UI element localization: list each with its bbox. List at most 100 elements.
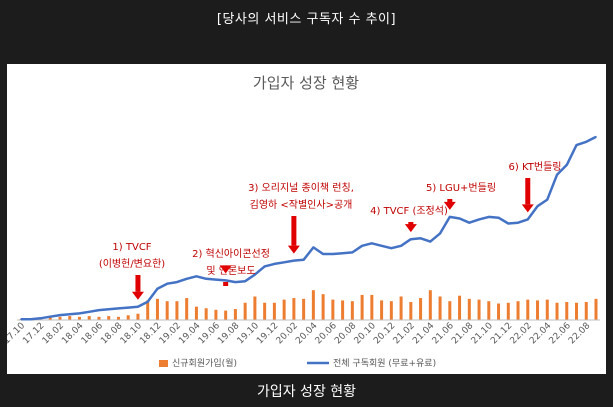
line-point-21.03 (419, 237, 422, 240)
annotation-6-arrow-head (521, 204, 534, 213)
line-point-18.10 (137, 306, 139, 308)
annotation-4-arrow-shaft (408, 222, 414, 226)
bar-20.03 (302, 298, 306, 320)
bar-20.04 (311, 290, 315, 320)
bar-21.12 (506, 302, 510, 320)
annotation-1-line-2: (이병헌/변요한) (99, 258, 165, 270)
line-point-18.12 (156, 287, 159, 290)
bar-22.09 (594, 298, 598, 320)
line-point-17.11 (29, 318, 32, 320)
bar-19.01 (165, 301, 169, 320)
bar-20.08 (350, 301, 354, 320)
bar-19.05 (204, 308, 208, 320)
annotation-2-arrow-shaft (223, 282, 229, 286)
bar-18.11 (146, 300, 150, 320)
annotation-6: 6) KT번들링 (509, 161, 562, 213)
line-point-19.07 (224, 279, 227, 282)
subscriber-growth-chart: 가입자 성장 현황17.1017.1218.0218.0418.0618.081… (7, 74, 600, 369)
bar-21.02 (409, 301, 413, 320)
bar-18.02 (58, 316, 62, 320)
line-point-19.05 (205, 277, 207, 280)
bar-19.06 (214, 309, 218, 320)
bar-21.09 (477, 299, 481, 320)
line-point-22.06 (565, 164, 568, 166)
line-point-19.04 (195, 275, 198, 278)
line-point-18.05 (88, 310, 91, 313)
annotation-5-arrow-head (443, 201, 456, 210)
line-point-22.03 (536, 205, 539, 207)
annotation-6-line-1: 6) KT번들링 (509, 161, 562, 173)
line-point-18.06 (98, 309, 100, 311)
bar-20.02 (292, 298, 296, 320)
annotation-4-arrow-head (404, 224, 417, 233)
annotation-1: 1) TVCF (이병헌/변요한) (99, 242, 165, 300)
annotation-4: 4) TVCF (조정석) (370, 205, 448, 233)
line-point-17.10 (20, 318, 22, 320)
footer-caption: 가입자 성장 현황 (256, 384, 357, 400)
bar-22.03 (536, 300, 540, 320)
line-point-21.05 (439, 232, 441, 235)
line-point-19.12 (273, 263, 276, 265)
line-point-21.09 (478, 218, 480, 221)
line-point-19.01 (166, 282, 168, 285)
annotation-5-line-1: 5) LGU+번들링 (426, 182, 496, 194)
bar-18.03 (68, 316, 72, 320)
line-point-22.07 (575, 144, 578, 146)
bar-21.03 (419, 298, 423, 320)
line-point-21.04 (429, 240, 432, 243)
line-point-22.09 (595, 136, 597, 138)
bar-19.09 (243, 302, 247, 320)
bar-21.04 (428, 290, 432, 320)
bar-21.05 (438, 296, 442, 320)
bar-20.09 (360, 294, 364, 320)
legend-line-label: 전체 구독회원 (무료+유료) (333, 358, 436, 369)
bar-19.07 (224, 310, 228, 320)
header-caption: [당사의 서비스 구독자 수 추이] (216, 12, 397, 27)
annotation-2-line-1: 2) 혁신아이콘선정 (192, 248, 270, 260)
annotation-1-arrow-shaft (135, 275, 141, 292)
bar-19.12 (272, 302, 276, 320)
bar-18.01 (48, 316, 52, 320)
bar-21.11 (497, 303, 501, 320)
bar-21.08 (467, 298, 471, 320)
annotation-4-line-1: 4) TVCF (조정석) (370, 205, 448, 217)
bar-22.01 (516, 301, 520, 320)
bar-21.06 (448, 301, 452, 320)
bar-18.06 (97, 316, 101, 320)
line-point-21.10 (487, 216, 490, 218)
line-point-20.11 (380, 244, 383, 247)
bar-20.11 (380, 300, 384, 320)
line-point-19.09 (244, 280, 246, 283)
bar-21.07 (458, 295, 462, 320)
line-point-21.06 (449, 216, 451, 218)
bar-20.07 (341, 300, 345, 320)
line-point-21.07 (458, 217, 461, 220)
line-point-20.10 (371, 242, 373, 245)
line-point-22.08 (585, 141, 588, 143)
annotation-1-line-1: 1) TVCF (112, 242, 151, 253)
annotation-3-line-2: 김영하 <작별인사>공개 (250, 198, 353, 211)
annotation-2-line-2: 및 언론보도 (206, 265, 255, 277)
line-point-22.02 (526, 218, 529, 221)
line-point-18.02 (59, 314, 61, 316)
line-point-19.03 (185, 277, 188, 280)
annotation-5: 5) LGU+번들링 (426, 182, 496, 210)
bar-20.01 (282, 299, 286, 320)
line-point-18.07 (107, 308, 110, 311)
line-point-21.02 (410, 238, 412, 240)
line-point-18.09 (127, 306, 130, 309)
annotation-3-arrow-shaft (291, 216, 297, 246)
annotation-1-arrow-head (131, 291, 144, 300)
bar-20.12 (389, 301, 393, 320)
line-point-19.02 (176, 281, 178, 283)
line-point-19.06 (215, 278, 217, 281)
line-point-18.08 (117, 307, 120, 310)
line-point-19.10 (254, 273, 256, 276)
line-point-22.04 (546, 198, 549, 201)
line-point-20.04 (312, 246, 315, 249)
annotation-5-arrow-shaft (447, 199, 453, 203)
legend-bar-swatch (159, 360, 168, 367)
bar-18.07 (107, 316, 111, 320)
x-tick-22.08: 22.08 (567, 321, 592, 346)
